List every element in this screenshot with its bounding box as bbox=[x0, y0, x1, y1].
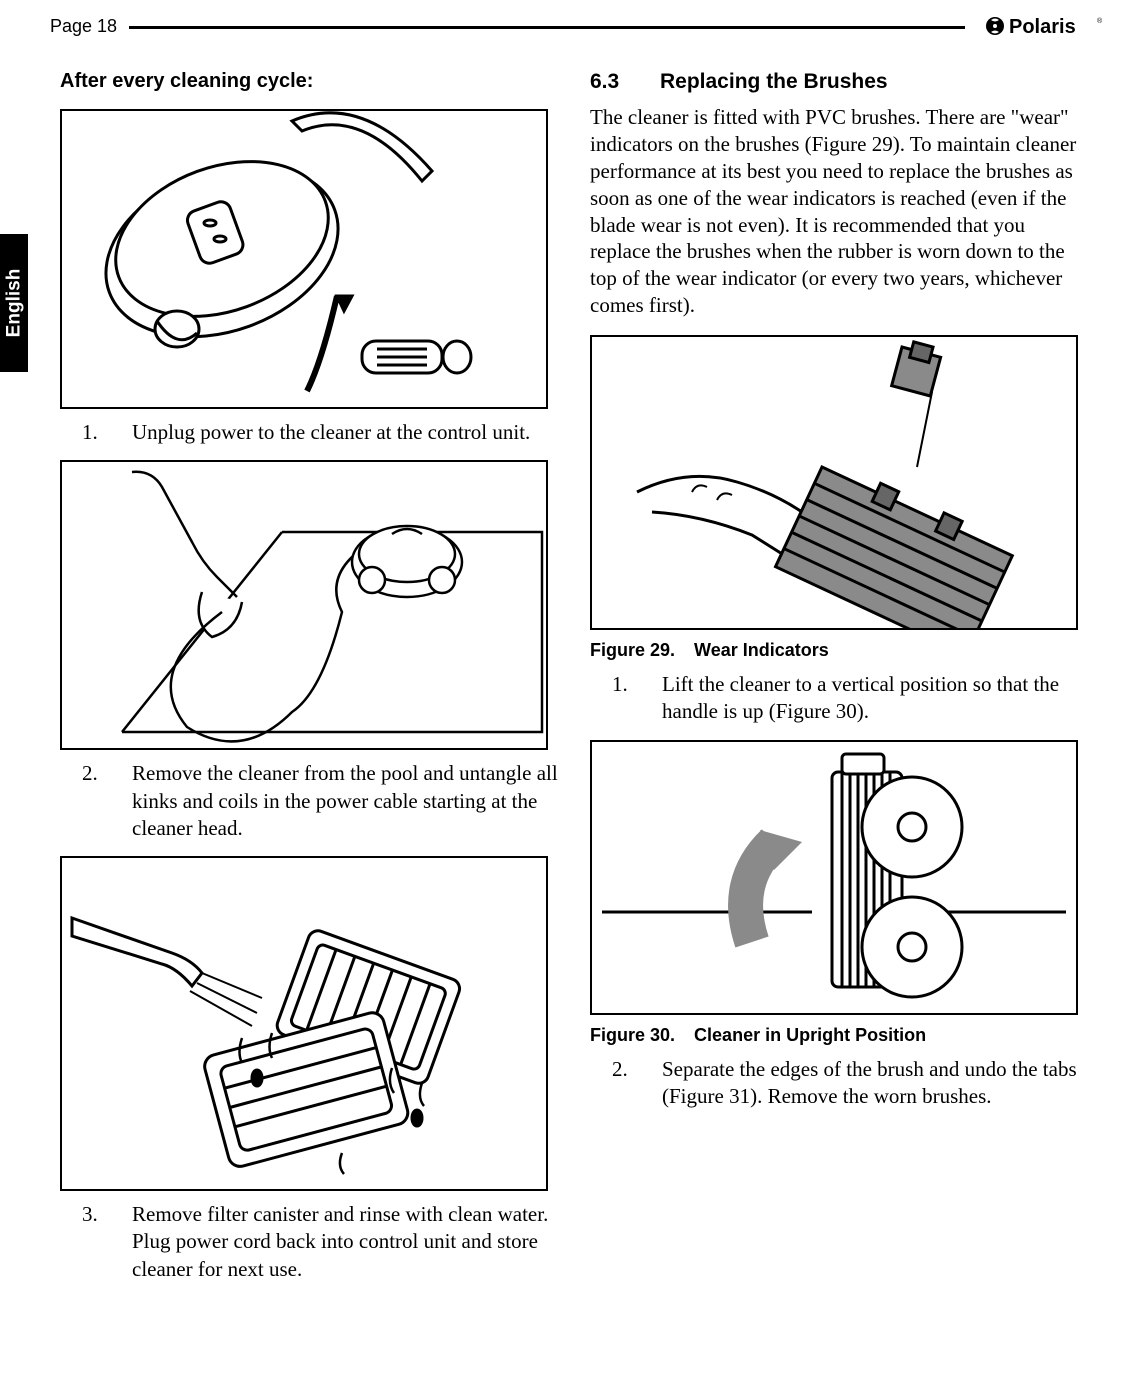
section-title: Replacing the Brushes bbox=[660, 70, 888, 94]
svg-text:1: 1 bbox=[764, 886, 777, 913]
step-3-number: 3. bbox=[82, 1201, 132, 1283]
figure-29-title: Wear Indicators bbox=[694, 640, 829, 660]
figure-30: 1 bbox=[590, 740, 1078, 1015]
svg-text:®: ® bbox=[1097, 17, 1103, 25]
language-label: English bbox=[3, 269, 25, 338]
left-column: After every cleaning cycle: bbox=[60, 70, 560, 1297]
step-2: 2. Remove the cleaner from the pool and … bbox=[82, 760, 560, 842]
figure-rinse-filter bbox=[60, 856, 548, 1191]
right-step-1: 1. Lift the cleaner to a vertical positi… bbox=[612, 671, 1090, 726]
figure-unplug bbox=[60, 109, 548, 409]
brand-logo: Polaris ® bbox=[985, 13, 1105, 39]
right-step-2: 2. Separate the edges of the brush and u… bbox=[612, 1056, 1090, 1111]
figure-29 bbox=[590, 335, 1078, 630]
after-cycle-heading: After every cleaning cycle: bbox=[60, 70, 560, 93]
header-rule bbox=[129, 26, 965, 29]
figure-30-title: Cleaner in Upright Position bbox=[694, 1025, 926, 1045]
figure-30-number: Figure 30. bbox=[590, 1025, 675, 1045]
language-tab: English bbox=[0, 234, 28, 372]
right-step-1-number: 1. bbox=[612, 671, 662, 726]
section-paragraph: The cleaner is fitted with PVC brushes. … bbox=[590, 104, 1090, 319]
page-header: Page 18 Polaris ® bbox=[50, 12, 1105, 40]
right-step-2-number: 2. bbox=[612, 1056, 662, 1111]
figure-remove-pool bbox=[60, 460, 548, 750]
right-column: 6.3 Replacing the Brushes The cleaner is… bbox=[590, 70, 1090, 1297]
step-2-text: Remove the cleaner from the pool and unt… bbox=[132, 760, 560, 842]
step-2-number: 2. bbox=[82, 760, 132, 842]
content-area: After every cleaning cycle: bbox=[60, 70, 1105, 1297]
step-1-number: 1. bbox=[82, 419, 132, 446]
figure-29-caption: Figure 29. Wear Indicators bbox=[590, 640, 1090, 661]
step-1-text: Unplug power to the cleaner at the contr… bbox=[132, 419, 530, 446]
right-step-1-text: Lift the cleaner to a vertical position … bbox=[662, 671, 1090, 726]
step-1: 1. Unplug power to the cleaner at the co… bbox=[82, 419, 560, 446]
section-number: 6.3 bbox=[590, 70, 660, 94]
step-3-text: Remove filter canister and rinse with cl… bbox=[132, 1201, 560, 1283]
figure-30-caption: Figure 30. Cleaner in Upright Position bbox=[590, 1025, 1090, 1046]
right-step-2-text: Separate the edges of the brush and undo… bbox=[662, 1056, 1090, 1111]
section-heading: 6.3 Replacing the Brushes bbox=[590, 70, 1090, 94]
step-3: 3. Remove filter canister and rinse with… bbox=[82, 1201, 560, 1283]
page-number: Page 18 bbox=[50, 16, 117, 37]
figure-29-number: Figure 29. bbox=[590, 640, 675, 660]
svg-text:Polaris: Polaris bbox=[1009, 16, 1076, 38]
